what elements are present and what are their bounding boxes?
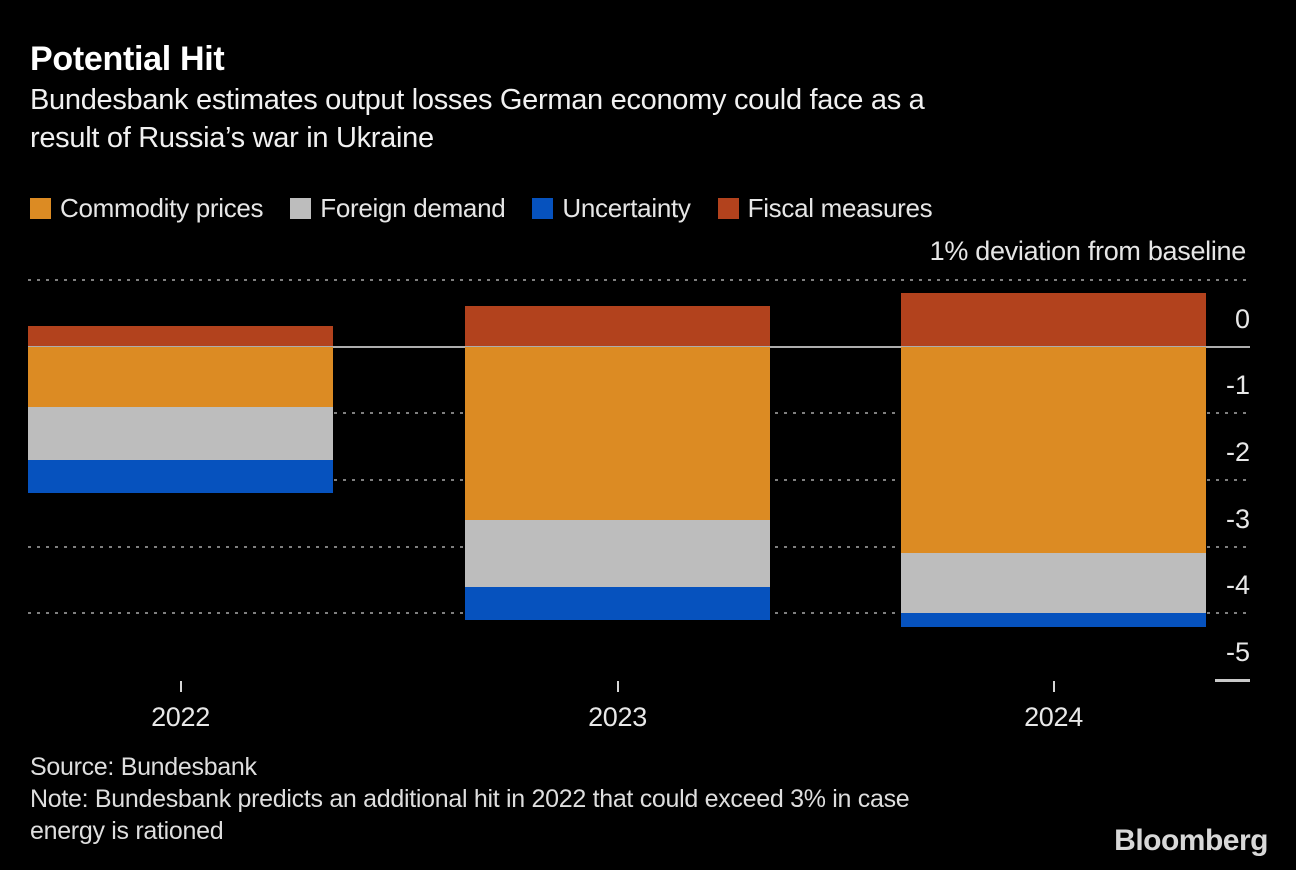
legend-item-commodity-prices: Commodity prices bbox=[30, 192, 264, 224]
bar-segment-commodity-prices-2023 bbox=[465, 346, 770, 520]
legend-swatch-foreign-demand bbox=[290, 197, 312, 219]
x-tick-2023 bbox=[616, 681, 619, 692]
bar-segment-fiscal-measures-2023 bbox=[465, 306, 770, 347]
bar-segment-foreign-demand-2023 bbox=[465, 519, 770, 587]
chart-subtitle-line-1: Bundesbank estimates output losses Germa… bbox=[30, 84, 925, 116]
bar-segment-uncertainty-2024 bbox=[901, 613, 1206, 627]
legend-item-uncertainty: Uncertainty bbox=[532, 192, 691, 224]
bar-segment-commodity-prices-2024 bbox=[901, 346, 1206, 554]
y-tick-label--5: -5 bbox=[1225, 637, 1250, 667]
note-text-line-2: energy is rationed bbox=[30, 817, 224, 845]
x-tick-label-2024: 2024 bbox=[1024, 702, 1083, 732]
bar-segment-fiscal-measures-2024 bbox=[901, 293, 1206, 347]
x-tick-label-2022: 2022 bbox=[151, 702, 210, 732]
bloomberg-logo: Bloomberg bbox=[1114, 824, 1268, 857]
y-tick-label-0: 0 bbox=[1234, 303, 1250, 334]
y-axis-unit-label: 1% deviation from baseline bbox=[929, 236, 1247, 266]
legend-label-fiscal-measures: Fiscal measures bbox=[747, 192, 933, 223]
x-tick-2024 bbox=[1052, 681, 1055, 692]
legend-label-uncertainty: Uncertainty bbox=[562, 192, 691, 223]
legend-swatch-fiscal-measures bbox=[717, 197, 739, 219]
bar-segment-uncertainty-2023 bbox=[465, 586, 770, 620]
legend-swatch-uncertainty bbox=[532, 197, 554, 219]
bar-segment-commodity-prices-2022 bbox=[28, 346, 333, 407]
y-tick-label--1: -1 bbox=[1225, 370, 1250, 401]
x-tick-label-2023: 2023 bbox=[588, 702, 647, 732]
chart-subtitle-line-2: result of Russia’s war in Ukraine bbox=[30, 122, 434, 154]
y-tick-label--4: -4 bbox=[1225, 570, 1250, 601]
bar-segment-foreign-demand-2024 bbox=[901, 553, 1206, 614]
legend-label-commodity-prices: Commodity prices bbox=[60, 192, 264, 223]
y-tick-label--2: -2 bbox=[1225, 436, 1250, 467]
gridline-1 bbox=[28, 278, 1250, 281]
y-tick-label--3: -3 bbox=[1225, 503, 1250, 534]
legend-label-foreign-demand: Foreign demand bbox=[320, 192, 506, 223]
x-tick-2022 bbox=[179, 681, 182, 692]
note-text-line-1: Note: Bundesbank predicts an additional … bbox=[30, 785, 910, 813]
gridline-end-dash--5 bbox=[1215, 679, 1250, 682]
chart-legend: Commodity prices Foreign demand Uncertaint… bbox=[30, 192, 933, 224]
bar-segment-foreign-demand-2022 bbox=[28, 406, 333, 460]
legend-item-fiscal-measures: Fiscal measures bbox=[717, 192, 933, 224]
legend-item-foreign-demand: Foreign demand bbox=[290, 192, 506, 224]
legend-swatch-commodity-prices bbox=[30, 197, 51, 219]
source-text: Source: Bundesbank bbox=[30, 753, 257, 781]
bar-segment-uncertainty-2022 bbox=[28, 459, 333, 494]
chart-title: Potential Hit bbox=[30, 40, 225, 78]
bar-segment-fiscal-measures-2022 bbox=[28, 326, 333, 347]
